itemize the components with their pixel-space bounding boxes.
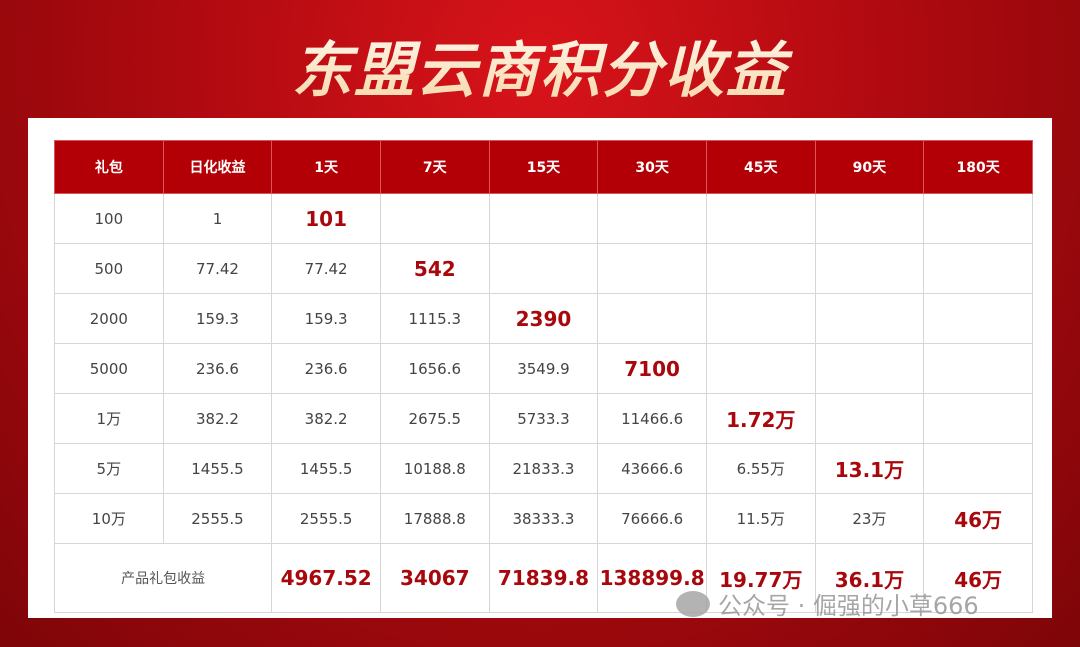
table-cell: 500: [54, 243, 164, 294]
column-header: 180天: [923, 140, 1033, 194]
table-cell: [597, 293, 707, 344]
table-cell: 159.3: [162, 293, 273, 344]
table-header-row: 礼包 日化收益 1天 7天 15天 30天 45天 90天 180天: [54, 140, 1033, 194]
table-cell: 1656.6: [379, 343, 490, 394]
table-cell: 10万: [54, 493, 164, 544]
table-cell: 2000: [54, 293, 164, 344]
total-row: 产品礼包收益 4967.52 34067 71839.8 138899.8 19.77万 3…: [53, 543, 1033, 613]
table-row: 5000 236.6 236.6 1656.6 3549.9 7100: [54, 343, 1033, 394]
highlight-cell: 46万: [923, 493, 1033, 544]
table-cell: 2555.5: [271, 493, 381, 544]
table-cell: [705, 193, 816, 244]
column-header: 15天: [488, 140, 599, 194]
table-cell: 77.42: [271, 243, 381, 294]
table-cell: [923, 293, 1033, 344]
wechat-icon: [676, 590, 710, 617]
highlight-cell: 13.1万: [814, 443, 925, 494]
table-cell: 236.6: [271, 343, 381, 394]
table-cell: 1万: [54, 393, 164, 444]
table-cell: 3549.9: [488, 343, 599, 394]
table-cell: 1: [162, 193, 273, 244]
table-cell: [923, 193, 1033, 244]
highlight-cell: 7100: [597, 343, 707, 394]
table-cell: 1455.5: [162, 443, 273, 494]
table-cell: [923, 343, 1033, 394]
table-cell: 2555.5: [162, 493, 273, 544]
table-cell: 5万: [54, 443, 164, 494]
table-cell: [705, 243, 816, 294]
table-cell: [488, 193, 599, 244]
column-header: 日化收益: [162, 140, 273, 194]
table-cell: 10188.8: [379, 443, 490, 494]
highlight-cell: 1.72万: [705, 393, 816, 444]
table-cell: [923, 443, 1033, 494]
earnings-table: 礼包 日化收益 1天 7天 15天 30天 45天 90天 180天 100 1 101 500 77.…: [53, 140, 1033, 613]
table-cell: [814, 393, 925, 444]
highlight-cell: 542: [379, 243, 490, 294]
total-label: 产品礼包收益: [53, 543, 273, 613]
total-cell: 34067: [379, 543, 490, 613]
table-cell: [597, 193, 707, 244]
page-title: 东盟云商积分收益: [0, 22, 1080, 109]
table-cell: 100: [54, 193, 164, 244]
column-header: 礼包: [54, 140, 164, 194]
table-cell: 6.55万: [705, 443, 816, 494]
table-cell: 17888.8: [379, 493, 490, 544]
total-cell: 138899.8: [597, 543, 707, 613]
table-cell: 1455.5: [271, 443, 381, 494]
table-cell: 38333.3: [488, 493, 599, 544]
table-cell: [814, 293, 925, 344]
table-cell: [923, 243, 1033, 294]
table-cell: 2675.5: [379, 393, 490, 444]
total-cell: 46万: [923, 543, 1033, 613]
table-row: 500 77.42 77.42 542: [54, 243, 1033, 294]
table-cell: 43666.6: [597, 443, 707, 494]
table-cell: [923, 393, 1033, 444]
column-header: 45天: [705, 140, 816, 194]
table-cell: 236.6: [162, 343, 273, 394]
table-cell: [814, 343, 925, 394]
total-cell: 4967.52: [271, 543, 381, 613]
table-cell: [379, 193, 490, 244]
table-cell: 76666.6: [597, 493, 707, 544]
table-cell: 1115.3: [379, 293, 490, 344]
table-cell: 23万: [814, 493, 925, 544]
table-row: 10万 2555.5 2555.5 17888.8 38333.3 76666.6 11.5…: [54, 493, 1033, 544]
column-header: 1天: [271, 140, 381, 194]
table-cell: 382.2: [271, 393, 381, 444]
table-cell: 21833.3: [488, 443, 599, 494]
table-cell: [814, 193, 925, 244]
highlight-cell: 2390: [488, 293, 599, 344]
table-cell: 382.2: [162, 393, 273, 444]
table-cell: [705, 343, 816, 394]
column-header: 30天: [597, 140, 707, 194]
table-cell: 159.3: [271, 293, 381, 344]
table-row: 2000 159.3 159.3 1115.3 2390: [54, 293, 1033, 344]
watermark-text: 公众号 · 倔强的小草666: [718, 592, 979, 620]
column-header: 90天: [814, 140, 925, 194]
table-cell: [488, 243, 599, 294]
total-cell: 71839.8: [488, 543, 599, 613]
table-row: 100 1 101: [54, 193, 1033, 244]
table-row: 1万 382.2 382.2 2675.5 5733.3 11466.6 1.72万: [54, 393, 1033, 444]
table-cell: 11.5万: [705, 493, 816, 544]
column-header: 7天: [379, 140, 490, 194]
table-cell: 5733.3: [488, 393, 599, 444]
table-cell: [705, 293, 816, 344]
highlight-cell: 101: [271, 193, 381, 244]
table-cell: 77.42: [162, 243, 273, 294]
table-row: 5万 1455.5 1455.5 10188.8 21833.3 43666.6 6.55万…: [54, 443, 1033, 494]
total-cell: 36.1万: [814, 543, 925, 613]
table-cell: [814, 243, 925, 294]
table-cell: 11466.6: [597, 393, 707, 444]
table-cell: [597, 243, 707, 294]
table-cell: 5000: [54, 343, 164, 394]
watermark: 公众号 · 倔强的小草666: [676, 586, 979, 621]
